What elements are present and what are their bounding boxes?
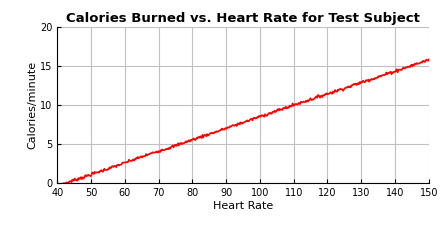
Y-axis label: Calories/minute: Calories/minute (27, 61, 38, 149)
X-axis label: Heart Rate: Heart Rate (213, 201, 273, 211)
Title: Calories Burned vs. Heart Rate for Test Subject: Calories Burned vs. Heart Rate for Test … (66, 12, 420, 25)
